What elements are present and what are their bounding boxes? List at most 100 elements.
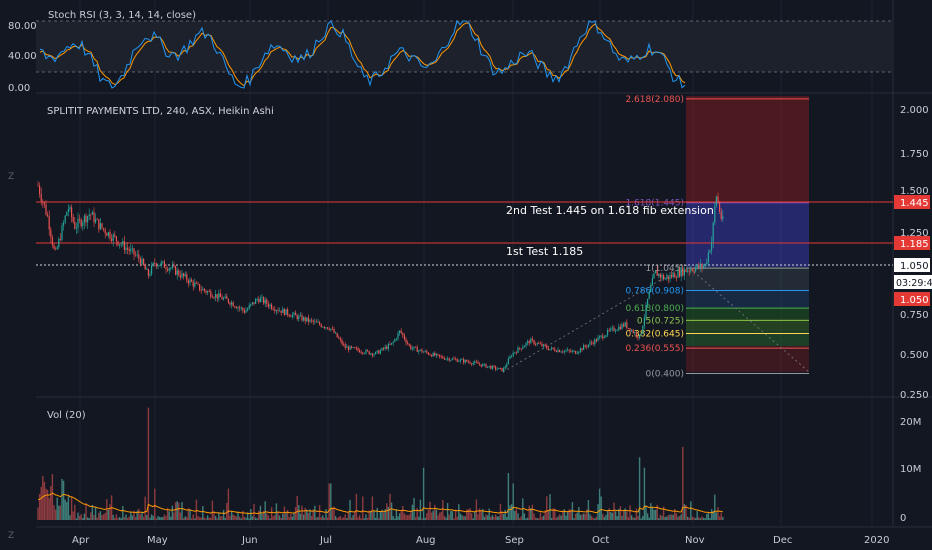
open-price-badge-text: 1.050 (900, 295, 929, 306)
candle-body (221, 296, 223, 300)
volume-bar (270, 507, 273, 520)
candle-body (192, 281, 194, 287)
volume-bar (498, 516, 500, 520)
volume-bar (437, 515, 439, 520)
volume-bar (253, 503, 255, 520)
volume-bar (454, 509, 457, 520)
candle-body (565, 350, 567, 352)
candle-body (567, 349, 569, 351)
volume-bar (413, 497, 415, 520)
candle-body (47, 214, 49, 217)
candle-body (579, 348, 581, 352)
volume-bar (314, 505, 316, 520)
volume-bar (485, 514, 487, 520)
volume-bar (486, 515, 489, 520)
volume-bar (534, 517, 537, 520)
volume-bar (266, 513, 268, 520)
candle-body (370, 353, 372, 355)
volume-bar (216, 518, 218, 520)
candle-body (203, 288, 205, 291)
zoom-icon[interactable]: Z (8, 531, 14, 541)
candle-body (711, 241, 713, 251)
volume-bar (635, 508, 638, 520)
candle-body (325, 327, 327, 329)
volume-bar (448, 514, 450, 520)
candle-body (395, 338, 397, 340)
first-test-annotation[interactable]: 1st Test 1.185 (506, 245, 583, 258)
candle-body (167, 269, 169, 271)
candle-body (576, 352, 578, 354)
candle-body (359, 350, 361, 353)
countdown-badge (894, 275, 932, 289)
candle-body (461, 359, 463, 361)
candle-body (485, 363, 487, 368)
volume-bar (66, 502, 68, 520)
candle-body (280, 310, 282, 313)
candle-body (522, 347, 524, 349)
candle-body (405, 339, 407, 343)
volume-bar (363, 518, 366, 520)
candle-body (411, 348, 413, 350)
candle-body (104, 229, 106, 234)
volume-bar (573, 518, 575, 520)
candle-body (239, 307, 241, 309)
volume-bar (189, 509, 191, 520)
volume-bar (70, 496, 73, 520)
candle-body (335, 332, 337, 334)
volume-bar (384, 509, 386, 520)
candle-body (317, 322, 319, 323)
candle-body (655, 270, 657, 274)
candle-body (251, 302, 253, 305)
candle-body (658, 273, 660, 276)
candle-body (338, 337, 340, 339)
fib-zone-0618-05 (686, 308, 809, 319)
candle-body (141, 258, 143, 264)
volume-tick-10m: 10M (900, 464, 921, 475)
candle-body (45, 204, 47, 215)
candle-body (586, 346, 588, 348)
candle-body (120, 244, 122, 246)
time-axis[interactable]: Apr May Jun Jul Aug Sep Oct Nov Dec 2020 (72, 535, 889, 546)
second-test-annotation[interactable]: 2nd Test 1.445 on 1.618 fib extension (506, 204, 714, 217)
candle-body (115, 236, 117, 242)
volume-bar (171, 505, 174, 520)
candle-body (496, 369, 498, 370)
candle-body (202, 288, 204, 291)
candle-body (419, 349, 421, 351)
candle-body (415, 346, 417, 348)
candle-body (498, 367, 500, 370)
volume-bar (250, 509, 252, 520)
volume-bar (525, 518, 527, 520)
volume-bar (650, 503, 652, 520)
candle-body (656, 270, 658, 276)
heikin-ashi-candles (37, 181, 724, 373)
volume-bar (370, 511, 372, 520)
candle-body (227, 298, 229, 303)
candle-body (75, 227, 77, 229)
volume-bar (165, 515, 167, 520)
volume-bar (587, 500, 590, 520)
volume-bar (224, 517, 226, 520)
volume-bar (98, 512, 100, 520)
volume-bar (710, 509, 713, 520)
candle-body (111, 238, 113, 241)
candle-body (291, 314, 293, 317)
volume-bar (336, 518, 338, 520)
candle-body (543, 344, 545, 347)
volume-bar (669, 514, 671, 520)
candle-body (87, 216, 89, 223)
volume-bar (355, 493, 358, 520)
log-scale-icon[interactable]: Z (8, 172, 14, 182)
volume-bar (578, 507, 580, 520)
candle-body (719, 202, 721, 212)
candle-body (615, 330, 617, 332)
candle-body (307, 317, 309, 322)
volume-bar (514, 510, 516, 520)
candle-body (299, 315, 301, 317)
candle-body (400, 330, 402, 333)
candle-body (269, 304, 271, 307)
volume-bar (318, 505, 321, 520)
volume-bar (251, 516, 254, 520)
volume-bar (290, 514, 292, 520)
